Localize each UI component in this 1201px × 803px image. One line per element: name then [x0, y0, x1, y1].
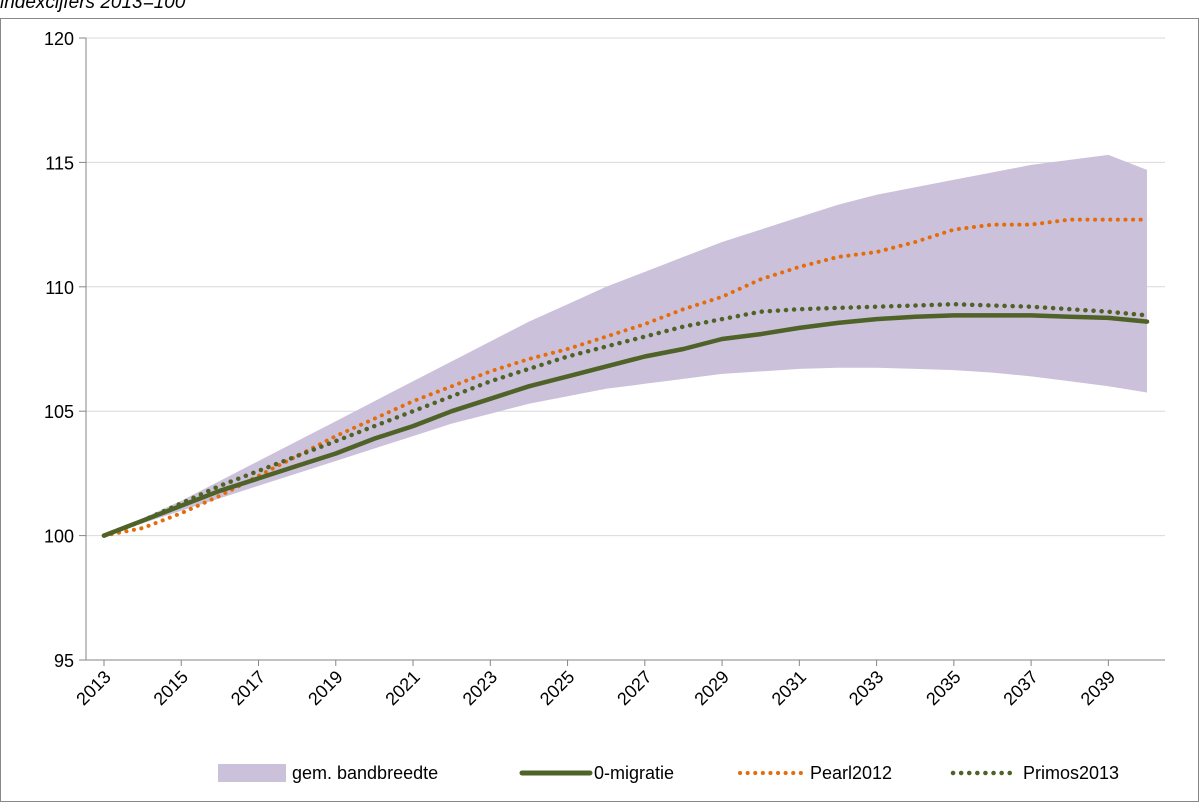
y-tick-labels: 95 100 105 110 115 120	[44, 29, 74, 671]
chart-subtitle: indexcijfers 2013=100	[0, 0, 186, 13]
y-tick-label: 115	[45, 153, 74, 173]
x-tick-label: 2037	[999, 667, 1041, 709]
legend-label-0-migratie: 0-migratie	[594, 763, 674, 783]
series-line-primos2013	[101, 301, 1150, 538]
x-tick-label: 2029	[690, 667, 732, 709]
legend: gem. bandbreedte 0-migratie Pearl2012 Primo…	[218, 763, 1119, 783]
x-tick-label: 2031	[768, 667, 810, 709]
x-tick-label: 2027	[613, 667, 655, 709]
y-tick-label: 105	[44, 402, 74, 422]
y-tick-label: 100	[44, 527, 74, 547]
series-line-0-migratie	[101, 313, 1150, 538]
legend-label-band: gem. bandbreedte	[292, 763, 438, 783]
legend-label-pearl2012: Pearl2012	[810, 763, 892, 783]
series-lines	[101, 217, 1150, 538]
axes	[79, 37, 1165, 666]
x-tick-label: 2023	[459, 667, 501, 709]
legend-label-primos2013: Primos2013	[1023, 763, 1119, 783]
x-tick-label: 2021	[381, 667, 423, 709]
x-tick-label: 2015	[150, 667, 192, 709]
y-tick-label: 95	[54, 651, 74, 671]
x-tick-label: 2013	[72, 667, 114, 709]
x-tick-label: 2025	[536, 667, 578, 709]
chart-frame	[0, 18, 1199, 802]
x-tick-labels: 2013 2015 2017 2019 2021 2023 2025 2027 2029 2031…	[72, 667, 1119, 709]
x-tick-label: 2035	[922, 667, 964, 709]
x-tick-label: 2039	[1077, 667, 1119, 709]
y-tick-label: 120	[44, 29, 74, 49]
series-line-pearl2012	[102, 217, 1149, 538]
x-tick-label: 2019	[304, 667, 346, 709]
x-tick-label: 2033	[845, 667, 887, 709]
y-tick-label: 110	[45, 278, 74, 298]
legend-swatch-band	[218, 764, 286, 782]
x-tick-label: 2017	[227, 667, 269, 709]
